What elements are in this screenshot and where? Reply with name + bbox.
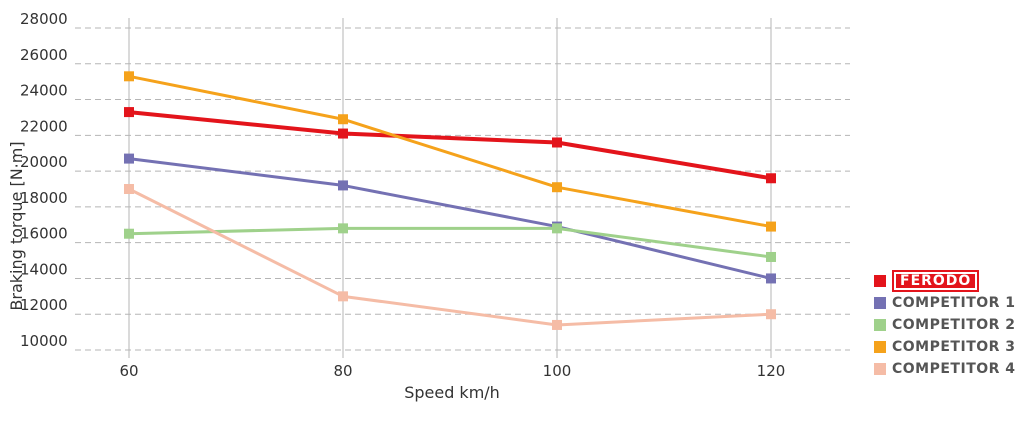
- y-axis-ticks: 10000 12000 14000 16000 18000 20000 22000 24000…: [20, 10, 68, 350]
- series-line: [128, 226, 772, 259]
- y-axis-label: Braking torque [N·m]: [7, 141, 26, 310]
- data-point: [124, 153, 134, 164]
- data-point: [766, 273, 776, 284]
- y-tick-label: 12000: [20, 296, 68, 314]
- data-point: [552, 223, 562, 234]
- y-tick-label: 24000: [20, 82, 68, 100]
- legend-label: COMPETITOR 3: [892, 339, 1016, 355]
- legend-swatch: [874, 341, 886, 353]
- data-point: [338, 291, 348, 302]
- data-point: [124, 107, 134, 118]
- data-point: [124, 71, 134, 82]
- legend-swatch: [874, 319, 886, 331]
- chart-grid: [75, 18, 850, 358]
- y-tick-label: 22000: [20, 117, 68, 135]
- x-tick-label: 60: [119, 362, 138, 380]
- data-point: [766, 251, 776, 262]
- legend-label: COMPETITOR 2: [892, 317, 1016, 333]
- data-point: [552, 319, 562, 330]
- legend-swatch: [874, 297, 886, 309]
- x-tick-label: 100: [543, 362, 572, 380]
- legend-swatch: [874, 275, 886, 287]
- data-point: [766, 173, 776, 184]
- legend-item-competitor-4: COMPETITOR 4: [874, 358, 1030, 380]
- legend-label: COMPETITOR 1: [892, 295, 1016, 311]
- data-point: [338, 180, 348, 191]
- y-tick-label: 20000: [20, 153, 68, 171]
- series-line: [128, 187, 772, 327]
- series-line: [128, 110, 772, 181]
- series-line: [128, 74, 772, 229]
- y-tick-label: 14000: [20, 260, 68, 278]
- chart-series: [124, 71, 776, 330]
- data-point: [124, 228, 134, 239]
- data-point: [552, 137, 562, 148]
- data-point: [766, 309, 776, 320]
- y-tick-label: 16000: [20, 225, 68, 243]
- legend-item-ferodo: FERODO: [874, 270, 1030, 292]
- data-point: [338, 223, 348, 234]
- legend-item-competitor-3: COMPETITOR 3: [874, 336, 1030, 358]
- x-axis-ticks: 60 80 100 120: [119, 362, 785, 380]
- x-tick-label: 80: [333, 362, 352, 380]
- y-tick-label: 26000: [20, 46, 68, 64]
- legend-item-competitor-2: COMPETITOR 2: [874, 314, 1030, 336]
- data-point: [552, 182, 562, 193]
- x-tick-label: 120: [757, 362, 786, 380]
- y-tick-label: 10000: [20, 332, 68, 350]
- chart-legend: FERODO COMPETITOR 1 COMPETITOR 2 COMPETI…: [874, 270, 1030, 380]
- ferodo-logo: FERODO: [892, 270, 980, 292]
- legend-swatch: [874, 363, 886, 375]
- legend-label: COMPETITOR 4: [892, 361, 1016, 377]
- y-tick-label: 28000: [20, 10, 68, 28]
- data-point: [124, 184, 134, 194]
- data-point: [338, 114, 348, 125]
- series-line: [128, 157, 772, 280]
- y-tick-label: 18000: [20, 189, 68, 207]
- legend-item-competitor-1: COMPETITOR 1: [874, 292, 1030, 314]
- data-point: [338, 128, 348, 139]
- data-point: [766, 221, 776, 232]
- x-axis-label: Speed km/h: [404, 383, 500, 402]
